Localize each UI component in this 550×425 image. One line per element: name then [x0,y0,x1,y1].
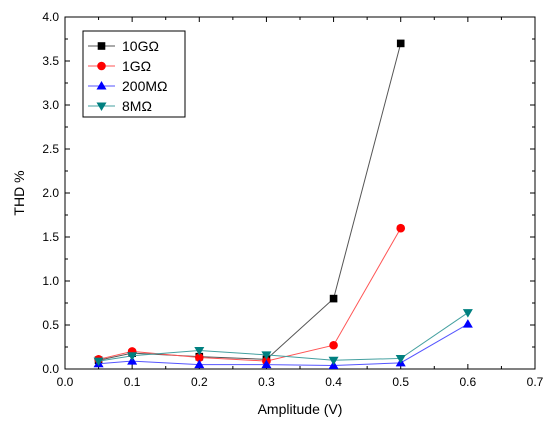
legend: 10GΩ 1GΩ 200MΩ 8MΩ [82,30,186,118]
legend-label: 200MΩ [122,78,168,94]
x-tick-label: 0.3 [258,375,275,389]
x-tick-label: 0.0 [57,375,74,389]
series-line [98,43,402,361]
data-point [93,357,104,367]
data-point [396,223,406,233]
data-point [329,294,338,303]
y-tick-label: 0.0 [42,362,59,376]
y-tick-label: 2.0 [42,186,59,200]
legend-item: 200MΩ [88,78,168,94]
y-tick-label: 1.5 [42,230,59,244]
y-tick-label: 3.5 [42,54,59,68]
legend-label: 1GΩ [122,58,151,74]
y-tick-label: 4.0 [42,10,59,24]
series-line [98,227,402,362]
data-point [462,309,473,318]
legend-marker [97,61,106,71]
x-tick-label: 0.6 [460,375,477,389]
data-point [194,353,204,362]
legend-item: 1GΩ [88,58,151,74]
y-tick-label: 3.0 [42,98,59,112]
x-axis-title: Amplitude (V) [258,401,343,417]
series-group [93,39,473,369]
legend-marker [96,81,107,90]
data-point [127,352,138,361]
y-tick-label: 1.0 [42,274,59,288]
data-point [329,340,338,350]
legend-label: 8MΩ [122,98,152,114]
y-axis-ticks: 0.0 0.5 1.0 1.5 2.0 2.5 3.0 3.5 4.0 [42,10,535,376]
y-axis-title: THD % [11,170,27,215]
x-tick-label: 0.7 [527,375,544,389]
data-point [261,351,272,360]
legend-item: 8MΩ [88,98,152,114]
y-tick-label: 2.5 [42,142,59,156]
x-tick-label: 0.1 [124,375,141,389]
legend-label: 10GΩ [122,38,159,54]
data-point [328,356,339,366]
x-axis-ticks: 0.0 0.1 0.2 0.3 0.4 0.5 0.6 0.7 [57,17,544,389]
data-point [194,347,205,356]
data-point [396,39,405,48]
data-point [261,359,272,369]
data-point [194,359,205,369]
series-2 [94,223,406,366]
legend-item: 10GΩ [88,38,159,54]
legend-marker [96,102,107,111]
data-point [462,319,473,328]
x-tick-label: 0.5 [392,375,409,389]
legend-marker [97,42,106,50]
data-point [395,354,406,364]
x-tick-label: 0.4 [325,375,342,389]
x-tick-label: 0.2 [191,375,208,389]
y-tick-label: 0.5 [42,318,59,332]
series-4 [93,309,473,367]
